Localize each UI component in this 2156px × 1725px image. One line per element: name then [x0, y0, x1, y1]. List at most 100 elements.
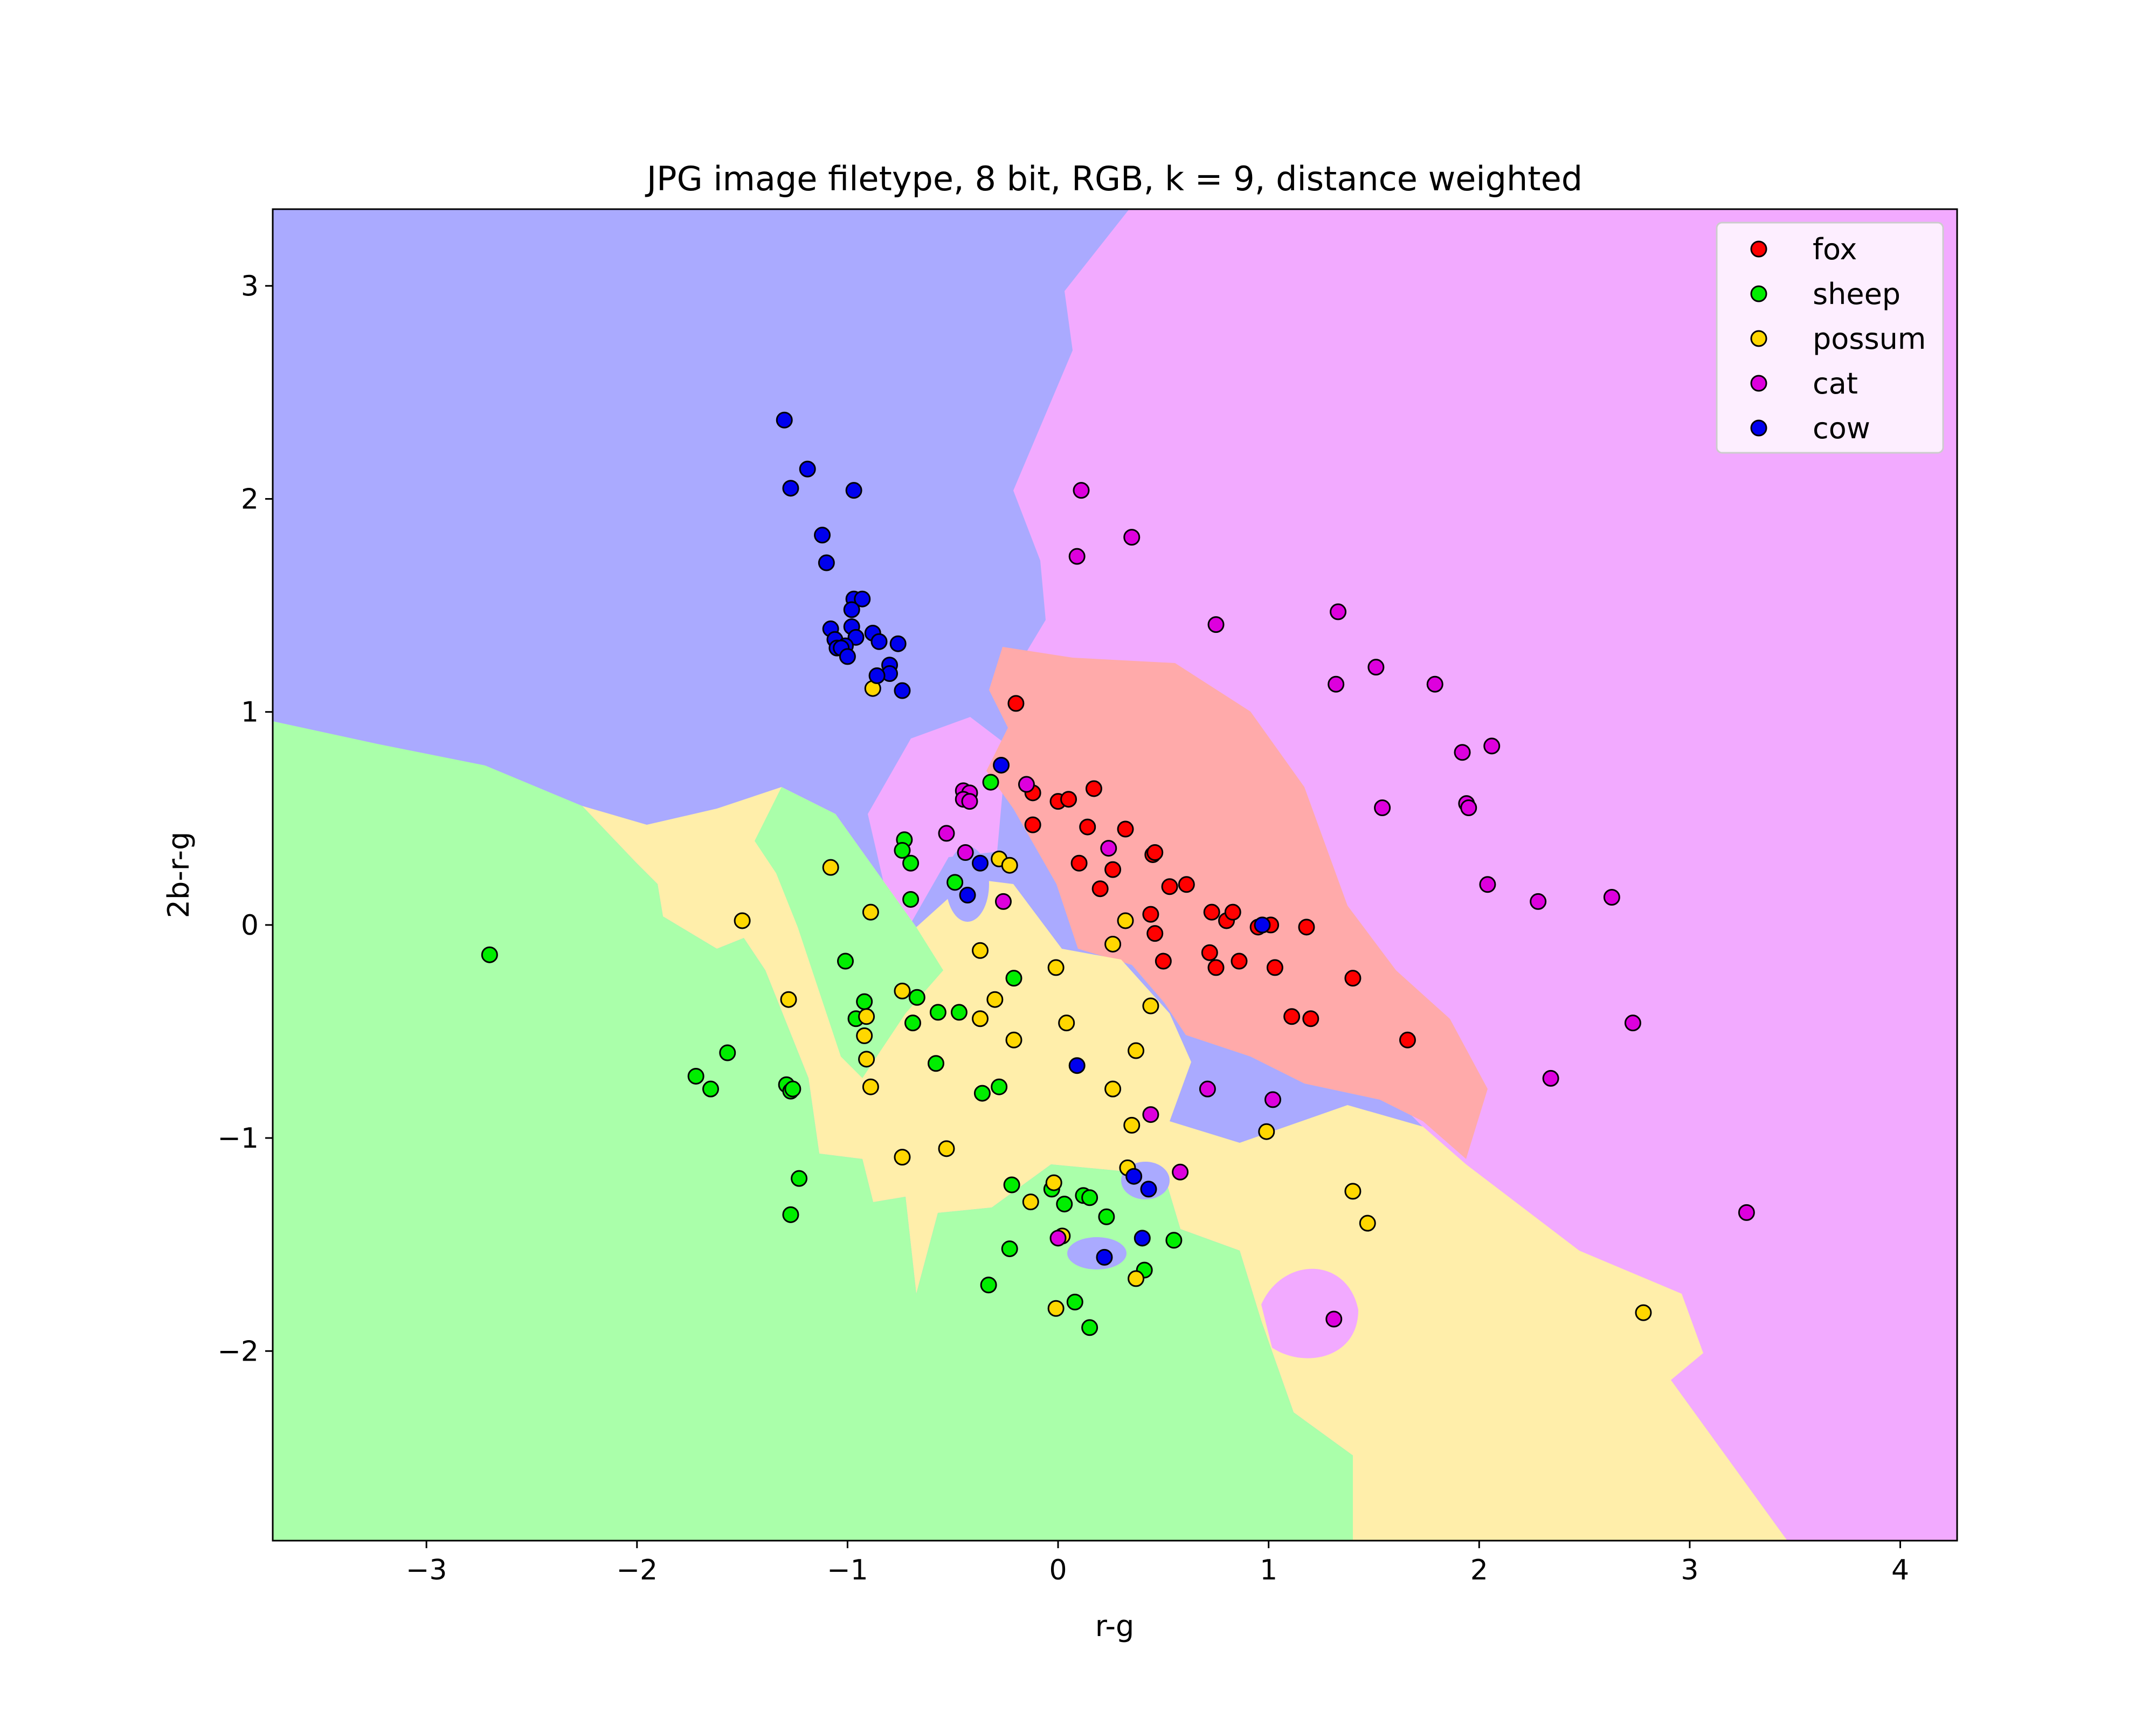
legend-box: [1716, 222, 1944, 454]
data-point-fox: [1007, 695, 1025, 712]
data-point-cat: [1483, 737, 1501, 755]
data-point-possum: [894, 1149, 911, 1166]
data-point-fox: [1298, 919, 1315, 936]
data-point-cat: [1018, 776, 1035, 793]
legend-label-possum: possum: [1813, 322, 1926, 356]
data-point-fox: [1117, 820, 1134, 838]
data-point-sheep: [1005, 970, 1022, 987]
region-cow: [1067, 1237, 1127, 1269]
data-point-cow: [1096, 1248, 1113, 1266]
data-point-cow: [839, 648, 856, 665]
y-tick-label: 3: [241, 270, 259, 302]
data-point-possum: [1022, 1193, 1039, 1211]
data-point-possum: [858, 1008, 875, 1025]
region-cat: [868, 209, 1957, 1541]
data-point-cat: [1264, 1091, 1281, 1108]
legend: fox sheep possum cat cow: [1716, 222, 1944, 454]
data-point-cat: [1479, 876, 1496, 893]
region-sheep: [273, 721, 1353, 1541]
x-tick-label: 0: [1049, 1554, 1067, 1586]
data-point-possum: [1117, 912, 1134, 929]
y-axis-ticks: −2 −1 0 1 2 3: [217, 270, 273, 1368]
data-point-cow: [799, 460, 816, 478]
x-tick-label: −2: [616, 1554, 658, 1586]
data-point-fox: [1231, 953, 1248, 970]
data-point-possum: [822, 859, 839, 876]
data-point-fox: [1070, 854, 1088, 872]
data-point-sheep: [791, 1170, 808, 1187]
data-point-sheep: [481, 946, 498, 963]
data-point-cow: [782, 480, 799, 497]
legend-label-cow: cow: [1813, 411, 1870, 445]
data-point-sheep: [894, 842, 911, 859]
data-point-possum: [1635, 1304, 1652, 1321]
data-point-fox: [1178, 876, 1195, 893]
legend-label-fox: fox: [1813, 232, 1857, 266]
data-point-cat: [1325, 1310, 1343, 1328]
x-tick-label: 3: [1681, 1554, 1698, 1586]
data-point-fox: [1399, 1031, 1416, 1048]
y-tick-label: 1: [241, 696, 259, 729]
data-point-sheep: [946, 874, 964, 891]
data-point-possum: [858, 1051, 875, 1068]
data-point-sheep: [837, 953, 854, 970]
data-point-cat: [1426, 675, 1443, 693]
data-point-cat: [957, 844, 974, 861]
data-point-cow: [845, 482, 862, 499]
data-point-fox: [1207, 959, 1225, 976]
data-point-sheep: [702, 1080, 719, 1098]
data-point-cat: [1068, 548, 1086, 565]
data-point-fox: [1079, 818, 1096, 836]
data-point-sheep: [929, 1004, 946, 1021]
data-point-cat: [1530, 893, 1547, 910]
data-point-sheep: [908, 989, 925, 1006]
data-point-possum: [1005, 1031, 1022, 1048]
data-point-cow: [889, 635, 907, 652]
x-axis-ticks: −3 −2 −1 0 1 2 3 4: [406, 1541, 1909, 1586]
data-point-fox: [1344, 970, 1362, 987]
data-point-sheep: [782, 1206, 799, 1223]
data-point-possum: [972, 942, 989, 959]
data-point-cow: [959, 887, 976, 904]
data-point-cow: [814, 527, 831, 544]
data-point-possum: [1058, 1015, 1075, 1032]
data-point-fox: [1060, 791, 1077, 808]
legend-marker-sheep: [1750, 285, 1767, 302]
data-point-sheep: [687, 1067, 704, 1085]
data-point-cow: [818, 554, 835, 571]
data-point-cat: [1172, 1163, 1189, 1181]
data-point-sheep: [902, 854, 920, 872]
data-point-cat: [1100, 840, 1117, 857]
data-point-possum: [1104, 1080, 1122, 1098]
data-point-possum: [1142, 997, 1159, 1015]
data-point-cat: [1049, 1230, 1067, 1247]
data-point-cat: [1142, 1106, 1159, 1123]
data-point-sheep: [784, 1080, 801, 1098]
data-point-sheep: [1003, 1176, 1020, 1193]
data-point-possum: [894, 982, 911, 999]
data-point-possum: [856, 1027, 873, 1044]
data-point-cat: [1367, 659, 1385, 676]
decision-regions: [273, 209, 1957, 1541]
data-point-possum: [1045, 1174, 1062, 1191]
region-cat: [1261, 1268, 1358, 1358]
data-point-cow: [776, 411, 793, 429]
data-point-possum: [1001, 857, 1018, 874]
data-point-cat: [1374, 799, 1391, 817]
data-point-cat: [1073, 482, 1090, 499]
legend-marker-possum: [1750, 330, 1767, 347]
data-point-cow: [870, 633, 888, 650]
data-point-possum: [986, 991, 1004, 1008]
data-point-sheep: [1066, 1293, 1083, 1310]
data-point-sheep: [1165, 1232, 1183, 1249]
x-tick-label: −1: [827, 1554, 868, 1586]
data-point-possum: [1359, 1215, 1376, 1232]
data-point-fox: [1024, 816, 1041, 833]
y-tick-label: 2: [241, 483, 259, 515]
data-point-cat: [1328, 675, 1345, 693]
data-point-possum: [780, 991, 797, 1008]
data-point-fox: [1302, 1010, 1319, 1027]
data-point-fox: [1203, 903, 1220, 921]
y-tick-label: −2: [217, 1335, 259, 1368]
data-point-possum: [862, 1078, 879, 1095]
